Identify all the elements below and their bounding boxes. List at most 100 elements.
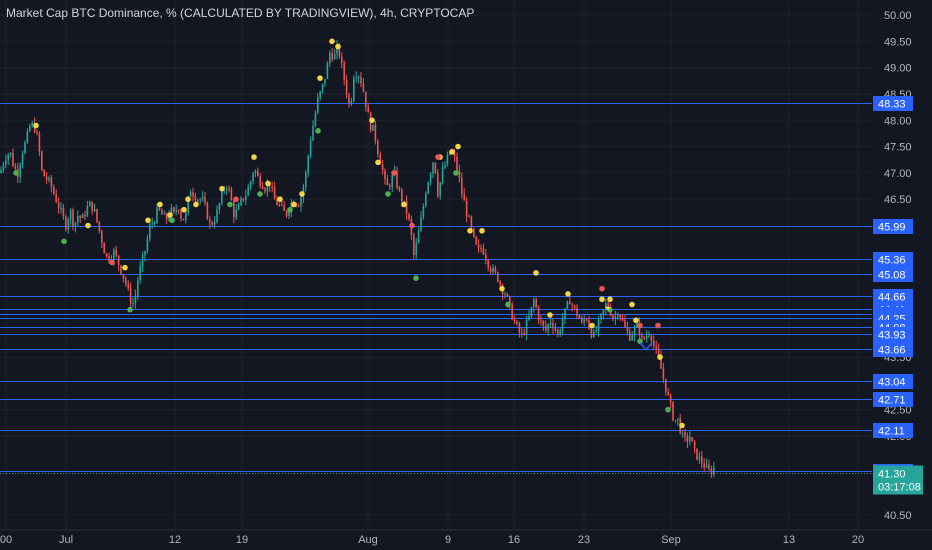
signal-dot-yellow — [369, 117, 375, 124]
signal-dot-yellow — [251, 154, 257, 160]
price-axis[interactable]: 50.0049.5049.0048.5048.0047.5047.0046.50… — [872, 0, 932, 550]
candle-body — [101, 231, 103, 244]
y-tick-label: 48.00 — [884, 115, 912, 127]
candle-body — [434, 162, 437, 174]
candle-body — [578, 315, 581, 319]
signal-dot-yellow — [599, 296, 605, 303]
candle-body — [290, 202, 293, 212]
candle-body — [581, 318, 583, 323]
candle-body — [326, 63, 329, 79]
candle-body — [331, 52, 333, 60]
candle-body — [165, 213, 168, 220]
x-tick-label: Jul — [59, 534, 73, 546]
level-label-bg — [873, 342, 913, 357]
candle-body — [648, 335, 650, 337]
candle-body — [636, 323, 638, 328]
candle-body — [655, 345, 657, 349]
candle-body — [665, 378, 667, 392]
candle-body — [523, 333, 525, 335]
candle-body — [336, 44, 338, 54]
candle-body — [38, 133, 41, 152]
level-label-bg — [873, 267, 913, 282]
candle-body — [67, 219, 69, 230]
candle-body — [657, 348, 660, 357]
signal-dot-yellow — [122, 264, 128, 271]
candle-body — [477, 244, 480, 248]
candle-body — [542, 320, 545, 326]
candle-body — [511, 304, 513, 320]
candle-body — [180, 210, 182, 219]
candle-body — [391, 175, 393, 188]
signal-dot-red — [109, 259, 115, 266]
candle-body — [201, 197, 204, 200]
candle-body — [638, 323, 641, 335]
candle-body — [492, 267, 494, 273]
candle-body — [338, 44, 341, 57]
candle-body — [355, 77, 357, 79]
candle-body — [113, 249, 115, 260]
candle-body — [170, 207, 173, 215]
candle-body — [360, 76, 362, 84]
candle-body — [153, 222, 156, 224]
candle-body — [662, 368, 665, 379]
level-label: 44.66 — [878, 292, 906, 304]
candle-body — [461, 177, 463, 194]
candle-body — [641, 334, 643, 338]
candle-body — [254, 170, 257, 174]
candle-body — [141, 255, 144, 267]
signal-dot-yellow — [299, 191, 305, 197]
candle-body — [185, 212, 187, 221]
candle-body — [240, 198, 242, 205]
candle-body — [269, 185, 271, 187]
candle-body — [650, 335, 653, 341]
signal-dot-yellow — [375, 159, 381, 166]
candle-body — [576, 308, 578, 316]
candle-body — [103, 243, 105, 254]
candle-body — [194, 196, 197, 201]
candle-body — [161, 209, 163, 215]
candle-body — [626, 326, 629, 332]
countdown-label: 03:17:08 — [878, 482, 921, 494]
candle-body — [333, 53, 336, 60]
candle-body — [149, 224, 151, 239]
candle-body — [559, 330, 561, 335]
candle-body — [175, 209, 177, 212]
candle-body — [261, 185, 264, 189]
signal-dot-yellow — [607, 296, 613, 303]
candle-body — [137, 280, 139, 296]
candle-body — [463, 193, 465, 201]
signal-dot-yellow — [145, 217, 151, 224]
candle-body — [353, 78, 355, 101]
candle-body — [312, 125, 314, 141]
signal-dot-yellow — [479, 227, 485, 234]
candle-body — [163, 213, 165, 215]
candle-body — [343, 62, 345, 81]
signal-dot-yellow — [185, 196, 191, 203]
candle-body — [122, 274, 125, 279]
candle-body — [86, 206, 89, 216]
time-axis[interactable]: 00 Jul 12 19 Aug 9 16 23 Sep 13 20 — [0, 529, 932, 546]
candle-body — [134, 295, 137, 304]
candle-body — [245, 195, 247, 200]
signal-dot-yellow — [193, 201, 199, 208]
signal-dot-yellow — [181, 206, 187, 213]
candle-body — [425, 193, 427, 207]
y-tick-label: 47.00 — [884, 168, 912, 180]
signal-dot-yellow — [33, 122, 39, 129]
candle-body — [569, 301, 571, 305]
y-tick-label: 47.50 — [884, 142, 912, 154]
candle-body — [144, 251, 146, 256]
candle-body — [235, 209, 237, 218]
candle-body — [629, 331, 631, 341]
candle-body — [228, 188, 230, 190]
y-tick-label: 49.00 — [884, 63, 912, 75]
candle-body — [45, 176, 48, 180]
candle-body — [482, 248, 485, 255]
candle-body — [710, 469, 713, 475]
candle-body — [547, 324, 549, 331]
candle-body — [314, 112, 317, 126]
signal-dot-yellow — [317, 75, 323, 81]
candle-body — [225, 188, 228, 190]
